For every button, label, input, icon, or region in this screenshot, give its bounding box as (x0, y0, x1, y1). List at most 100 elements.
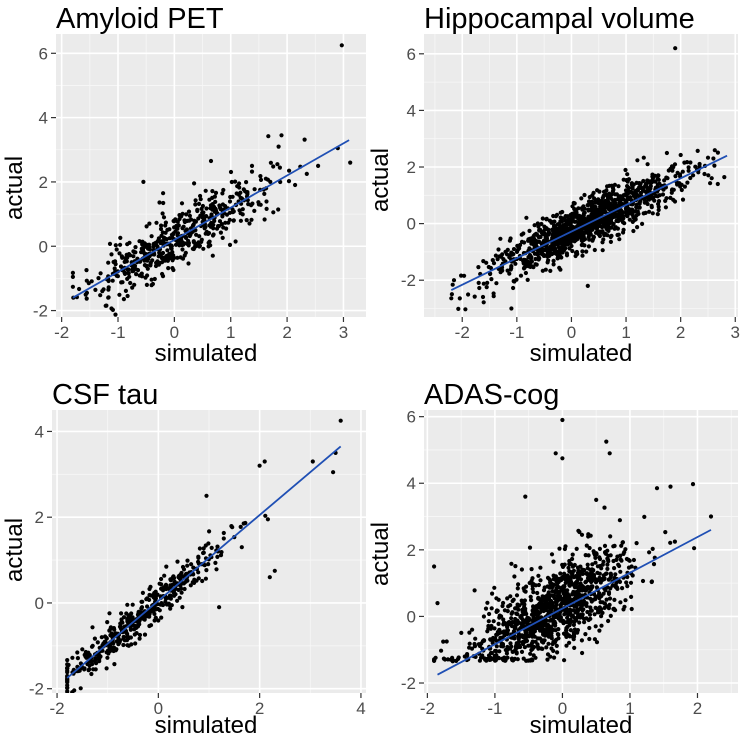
data-point (70, 655, 75, 660)
data-point (590, 584, 595, 589)
data-point (497, 649, 502, 654)
panel-title-adas-cog: ADAS-cog (424, 379, 559, 411)
data-point (600, 240, 605, 245)
data-point (109, 645, 114, 650)
data-point (592, 637, 598, 642)
data-point (551, 559, 556, 564)
data-point (530, 586, 535, 592)
data-point (466, 292, 471, 297)
data-point (180, 256, 186, 261)
data-point (656, 201, 661, 207)
data-point (520, 617, 526, 623)
x-tick-label: 2 (693, 699, 702, 718)
data-point (618, 569, 623, 574)
data-point (608, 207, 613, 212)
data-point (101, 641, 106, 646)
data-point (171, 574, 176, 579)
data-point (513, 625, 518, 630)
data-point (132, 282, 137, 287)
data-point (541, 622, 546, 627)
scatter-points-csf-tau (65, 418, 343, 693)
data-point (538, 578, 543, 583)
data-point (600, 248, 605, 253)
data-point (623, 598, 628, 603)
data-point (214, 567, 219, 572)
y-tick-label: 6 (407, 408, 416, 427)
data-point (114, 247, 119, 252)
data-point (134, 272, 139, 277)
data-point (677, 181, 682, 186)
data-point (546, 641, 551, 646)
data-point (503, 629, 508, 634)
data-point (198, 193, 203, 199)
y-tick-label: 0 (407, 215, 416, 234)
data-point (594, 640, 600, 645)
data-point (125, 293, 130, 299)
data-point (568, 628, 574, 633)
data-point (653, 185, 658, 190)
data-point (595, 207, 600, 212)
data-point (572, 615, 577, 621)
data-point (629, 190, 634, 195)
data-point (494, 632, 499, 637)
data-point (615, 212, 620, 217)
panel-title-amyloid: Amyloid PET (56, 3, 224, 35)
data-point (203, 188, 208, 193)
data-point (152, 252, 157, 257)
data-point (668, 484, 673, 489)
data-point (128, 635, 133, 640)
data-point (519, 622, 524, 627)
data-point (247, 221, 252, 226)
data-point (529, 598, 534, 603)
data-point (118, 235, 123, 240)
data-point (697, 164, 702, 169)
data-point (198, 197, 203, 202)
data-point (450, 659, 455, 664)
data-point (619, 558, 624, 563)
data-point (514, 249, 520, 254)
data-point (215, 544, 220, 549)
data-point (331, 470, 336, 475)
data-point (570, 556, 575, 562)
data-point (589, 567, 595, 572)
data-point (494, 596, 499, 601)
data-point (590, 562, 595, 567)
data-point (620, 540, 626, 545)
data-point (145, 242, 150, 248)
data-point (553, 628, 558, 633)
data-point (441, 639, 446, 644)
data-point (509, 644, 514, 649)
data-point (547, 218, 553, 223)
data-point (593, 230, 599, 235)
data-point (585, 562, 590, 567)
data-point (565, 624, 570, 630)
data-point (629, 181, 635, 186)
data-point (191, 565, 196, 570)
data-point (685, 180, 690, 185)
x-tick-label: -2 (50, 699, 65, 718)
panel-amyloid: Amyloid PET simulated actual -2 -1 0 1 2 3 -2 0… (1, 3, 366, 367)
data-point (575, 630, 580, 635)
data-point (668, 540, 673, 545)
data-point (573, 214, 579, 219)
data-point (93, 656, 98, 661)
data-point (476, 280, 481, 285)
data-point (125, 643, 130, 648)
data-point (532, 223, 537, 228)
data-point (159, 233, 164, 238)
data-point (556, 585, 562, 590)
data-point (587, 572, 592, 577)
data-point (604, 439, 609, 444)
data-point (165, 227, 170, 232)
data-point (480, 653, 485, 658)
data-point (265, 177, 270, 182)
data-point (535, 636, 540, 641)
data-point (207, 529, 212, 534)
data-point (580, 567, 585, 572)
x-tick-label: 1 (226, 323, 235, 342)
data-point (601, 193, 606, 198)
data-point (551, 258, 556, 263)
data-point (536, 573, 541, 578)
data-point (501, 257, 506, 262)
data-point (267, 575, 272, 580)
